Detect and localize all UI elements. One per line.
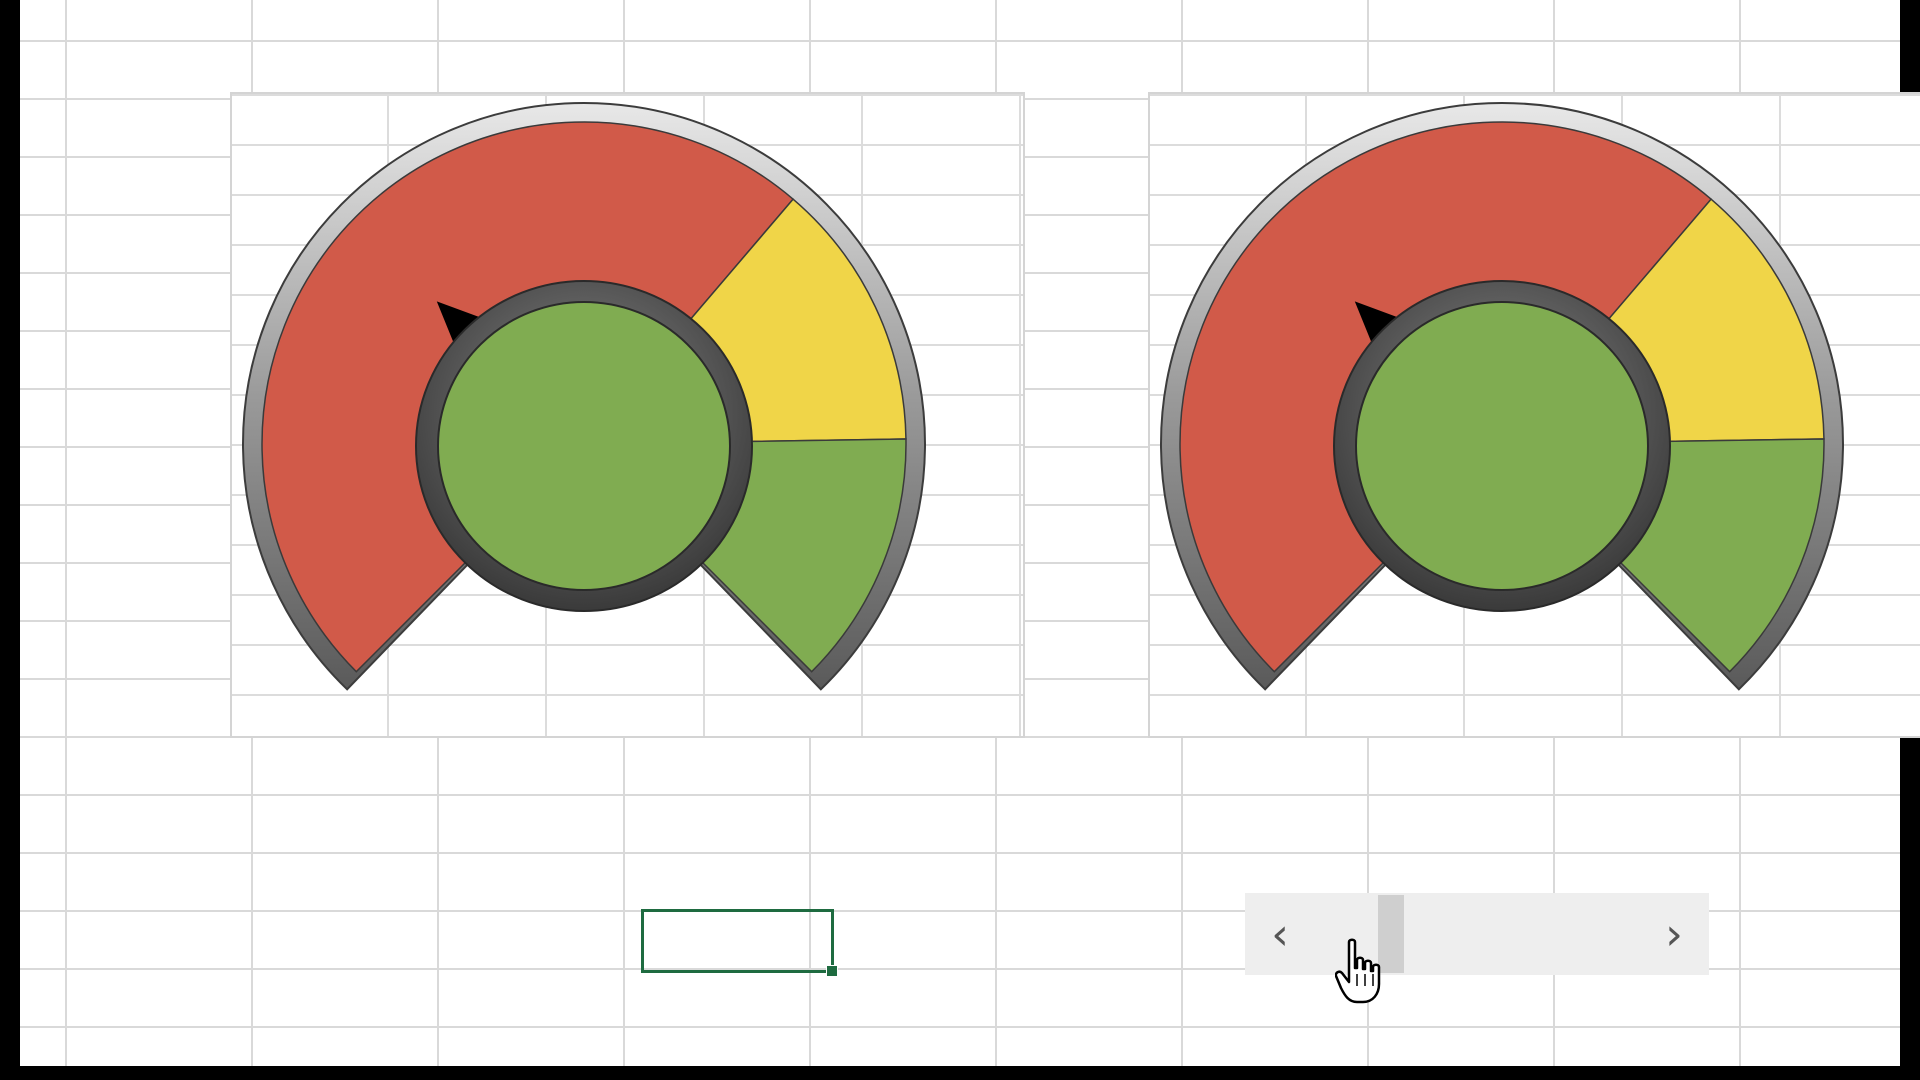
spreadsheet-grid[interactable]: ‹ ›	[20, 0, 1920, 1066]
selected-cell[interactable]	[641, 909, 838, 977]
scroll-thumb[interactable]	[1377, 895, 1404, 973]
gauge-chart-1[interactable]	[230, 92, 1025, 738]
gauge-center	[1355, 301, 1649, 591]
scroll-left-glyph: ‹	[1271, 908, 1289, 960]
hand-pointer-icon	[1335, 938, 1381, 1004]
gauge-chart-2[interactable]	[1148, 92, 1920, 738]
gauge-2-svg	[1160, 102, 1844, 691]
chevron-right-icon[interactable]: ›	[1639, 893, 1709, 975]
fill-handle[interactable]	[826, 965, 838, 977]
gauge-center	[437, 301, 731, 591]
scroll-right-glyph: ›	[1665, 908, 1683, 960]
scrollbar-form-control[interactable]: ‹ ›	[1245, 893, 1709, 975]
gauge-1-svg	[242, 102, 926, 691]
chevron-left-icon[interactable]: ‹	[1245, 893, 1315, 975]
